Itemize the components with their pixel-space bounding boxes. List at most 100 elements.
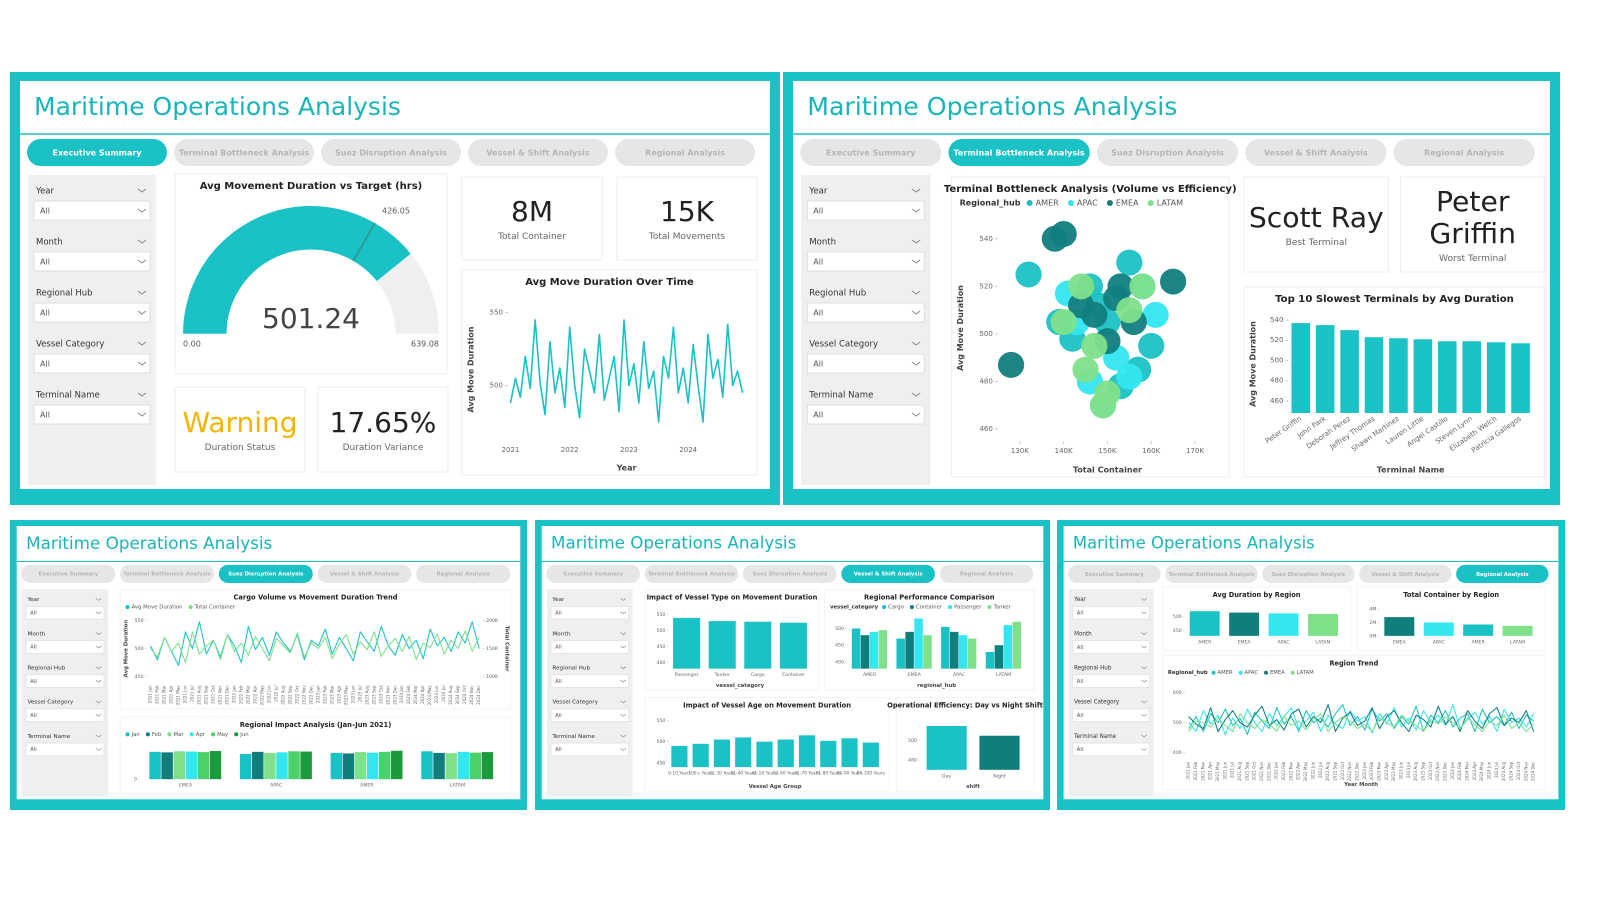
filter-value[interactable]: All <box>813 207 823 216</box>
nav-tab-label[interactable]: Regional Analysis <box>960 572 1013 578</box>
nav-tab[interactable] <box>468 139 608 166</box>
nav-tab-label[interactable]: Executive Summary <box>563 572 623 578</box>
nav-tab-label[interactable]: Terminal Bottleneck Analysis <box>954 149 1085 158</box>
nav-tab[interactable] <box>416 564 511 583</box>
nav-tab[interactable] <box>1393 139 1535 166</box>
nav-tab[interactable] <box>1456 564 1549 583</box>
filter-dropdown[interactable] <box>25 606 105 620</box>
filter-dropdown[interactable] <box>1072 674 1150 688</box>
filter-dropdown[interactable] <box>33 251 151 272</box>
filter-value[interactable]: All <box>40 360 50 369</box>
nav-tab[interactable] <box>1359 564 1452 583</box>
filter-dropdown[interactable] <box>806 353 925 374</box>
filter-value[interactable]: All <box>555 713 562 719</box>
nav-tab-label[interactable]: Vessel & Shift Analysis <box>854 572 923 578</box>
nav-tab[interactable] <box>546 564 641 583</box>
filter-value[interactable]: All <box>40 207 50 216</box>
filter-dropdown[interactable] <box>33 302 151 323</box>
filter-value[interactable]: All <box>30 611 37 617</box>
filter-dropdown[interactable] <box>1072 742 1150 757</box>
filter-dropdown[interactable] <box>25 674 105 688</box>
filter-value[interactable]: All <box>813 258 823 267</box>
filter-value[interactable]: All <box>1077 611 1084 617</box>
nav-tab[interactable] <box>615 139 755 166</box>
nav-tab-label[interactable]: Vessel & Shift Analysis <box>330 572 399 578</box>
nav-tab-label[interactable]: Terminal Bottleneck Analysis <box>648 572 735 578</box>
filter-dropdown[interactable] <box>33 404 151 425</box>
nav-tab[interactable] <box>21 564 116 583</box>
filter-dropdown[interactable] <box>33 353 151 374</box>
nav-tab[interactable] <box>743 564 837 583</box>
nav-tab[interactable] <box>1165 564 1258 583</box>
filter-value[interactable]: All <box>40 258 50 267</box>
filter-dropdown[interactable] <box>806 200 925 221</box>
nav-tab-label[interactable]: Terminal Bottleneck Analysis <box>179 149 310 158</box>
filter-value[interactable]: All <box>1077 747 1084 753</box>
filter-dropdown[interactable] <box>550 606 629 620</box>
nav-tab[interactable] <box>1068 564 1161 583</box>
nav-tab-label[interactable]: Suez Disruption Analysis <box>752 572 827 578</box>
filter-value[interactable]: All <box>1077 645 1084 651</box>
filter-value[interactable]: All <box>813 360 823 369</box>
nav-tab-label[interactable]: Terminal Bottleneck Analysis <box>1169 572 1255 578</box>
nav-tab-label[interactable]: Executive Summary <box>39 572 99 578</box>
filter-dropdown[interactable] <box>25 708 105 722</box>
nav-tab[interactable] <box>800 139 942 166</box>
nav-tab-label[interactable]: Suez Disruption Analysis <box>335 149 447 158</box>
filter-dropdown[interactable] <box>25 742 105 757</box>
filter-value[interactable]: All <box>30 713 37 719</box>
filter-value[interactable]: All <box>555 645 562 651</box>
filter-value[interactable]: All <box>30 679 37 685</box>
filter-dropdown[interactable] <box>806 404 925 425</box>
filter-dropdown[interactable] <box>806 302 925 323</box>
nav-tab-label[interactable]: Suez Disruption Analysis <box>228 572 303 578</box>
filter-value[interactable]: All <box>40 411 50 420</box>
nav-tab[interactable] <box>948 139 1090 166</box>
nav-tab-label[interactable]: Regional Analysis <box>1424 149 1504 158</box>
nav-tab-label[interactable]: Vessel & Shift Analysis <box>1264 149 1368 158</box>
filter-value[interactable]: All <box>813 309 823 318</box>
filter-value[interactable]: All <box>813 411 823 420</box>
nav-tab[interactable] <box>218 564 313 583</box>
nav-tab[interactable] <box>939 564 1034 583</box>
filter-value[interactable]: All <box>30 645 37 651</box>
nav-tab[interactable] <box>321 139 461 166</box>
filter-value[interactable]: All <box>1077 713 1084 719</box>
filter-value[interactable]: All <box>30 747 37 753</box>
nav-tab-label[interactable]: Regional Analysis <box>645 149 725 158</box>
filter-value[interactable]: All <box>40 309 50 318</box>
nav-tab-label[interactable]: Suez Disruption Analysis <box>1272 572 1346 578</box>
nav-tab-label[interactable]: Suez Disruption Analysis <box>1111 149 1224 158</box>
filter-dropdown[interactable] <box>550 708 629 722</box>
filter-dropdown[interactable] <box>550 640 629 654</box>
nav-tab-label[interactable]: Executive Summary <box>826 149 917 158</box>
nav-tab-label[interactable]: Executive Summary <box>1085 572 1144 578</box>
filter-dropdown[interactable] <box>1072 708 1150 722</box>
nav-tab-label[interactable]: Vessel & Shift Analysis <box>1371 572 1439 578</box>
filter-dropdown[interactable] <box>550 742 629 757</box>
nav-tab[interactable] <box>644 564 739 583</box>
nav-tab-label[interactable]: Executive Summary <box>52 149 142 158</box>
nav-tab-label[interactable]: Terminal Bottleneck Analysis <box>123 572 210 578</box>
nav-tab-label[interactable]: Vessel & Shift Analysis <box>486 149 589 158</box>
filter-dropdown[interactable] <box>33 200 151 221</box>
nav-tab[interactable] <box>1262 564 1355 583</box>
nav-tab[interactable] <box>27 139 167 166</box>
filter-dropdown[interactable] <box>806 251 925 272</box>
nav-tab[interactable] <box>841 564 935 583</box>
filter-value[interactable]: All <box>1077 679 1084 685</box>
nav-tab[interactable] <box>1245 139 1387 166</box>
filter-dropdown[interactable] <box>550 674 629 688</box>
filter-value[interactable]: All <box>555 747 562 753</box>
nav-tab[interactable] <box>317 564 412 583</box>
filter-dropdown[interactable] <box>25 640 105 654</box>
nav-tab[interactable] <box>174 139 314 166</box>
filter-value[interactable]: All <box>555 679 562 685</box>
filter-dropdown[interactable] <box>1072 640 1150 654</box>
filter-value[interactable]: All <box>555 611 562 617</box>
nav-tab-label[interactable]: Regional Analysis <box>1476 572 1528 578</box>
nav-tab[interactable] <box>1096 139 1239 166</box>
nav-tab-label[interactable]: Regional Analysis <box>436 572 489 578</box>
filter-dropdown[interactable] <box>1072 606 1150 620</box>
nav-tab[interactable] <box>120 564 215 583</box>
